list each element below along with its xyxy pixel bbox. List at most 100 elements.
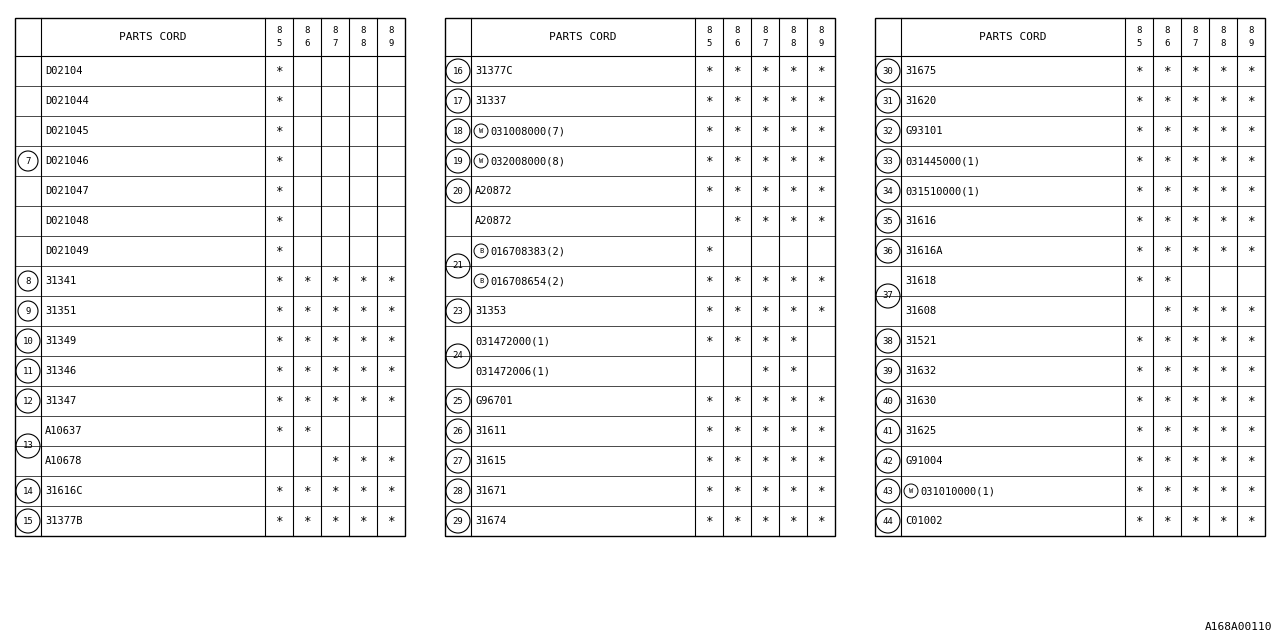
Text: 41: 41 (883, 426, 893, 435)
Text: *: * (790, 335, 796, 348)
Text: 31351: 31351 (45, 306, 77, 316)
Text: *: * (360, 394, 367, 408)
Text: B: B (479, 248, 483, 254)
Text: 32: 32 (883, 127, 893, 136)
Text: *: * (762, 154, 769, 168)
Text: *: * (705, 125, 713, 138)
Text: *: * (275, 65, 283, 77)
Text: *: * (705, 454, 713, 467)
Text: 36: 36 (883, 246, 893, 255)
Text: *: * (817, 484, 824, 497)
Text: *: * (360, 454, 367, 467)
Text: 31618: 31618 (905, 276, 936, 286)
Text: A20872: A20872 (475, 216, 512, 226)
Text: 8: 8 (818, 26, 824, 35)
Text: *: * (1247, 454, 1254, 467)
Text: *: * (275, 244, 283, 257)
Text: *: * (790, 125, 796, 138)
Text: *: * (762, 214, 769, 227)
Text: *: * (705, 394, 713, 408)
Text: 9: 9 (26, 307, 31, 316)
Text: 23: 23 (453, 307, 463, 316)
Text: D021049: D021049 (45, 246, 88, 256)
Text: *: * (733, 275, 741, 287)
Text: *: * (1220, 424, 1226, 438)
Text: *: * (1192, 365, 1199, 378)
Text: *: * (1135, 65, 1143, 77)
Text: 8: 8 (735, 26, 740, 35)
Text: *: * (303, 335, 311, 348)
Text: *: * (1220, 244, 1226, 257)
Text: *: * (733, 184, 741, 198)
Text: 8: 8 (276, 26, 282, 35)
Text: 016708383(2): 016708383(2) (490, 246, 564, 256)
Text: *: * (817, 275, 824, 287)
Text: 43: 43 (883, 486, 893, 495)
Text: 8: 8 (26, 276, 31, 285)
Text: *: * (790, 214, 796, 227)
Text: *: * (1135, 365, 1143, 378)
Text: *: * (1135, 515, 1143, 527)
Text: *: * (817, 184, 824, 198)
Text: *: * (1192, 125, 1199, 138)
Text: *: * (705, 484, 713, 497)
Text: *: * (733, 454, 741, 467)
Text: *: * (1220, 125, 1226, 138)
Text: 31625: 31625 (905, 426, 936, 436)
Text: *: * (1247, 424, 1254, 438)
Text: *: * (275, 154, 283, 168)
Text: 33: 33 (883, 157, 893, 166)
Text: G93101: G93101 (905, 126, 942, 136)
Text: *: * (1164, 154, 1171, 168)
Text: 8: 8 (1220, 39, 1226, 49)
Text: 29: 29 (453, 516, 463, 525)
Text: 7: 7 (763, 39, 768, 49)
Text: 25: 25 (453, 397, 463, 406)
Text: 12: 12 (23, 397, 33, 406)
Text: *: * (790, 365, 796, 378)
Text: *: * (762, 275, 769, 287)
Text: *: * (1164, 95, 1171, 108)
Text: *: * (762, 394, 769, 408)
Text: *: * (388, 365, 394, 378)
Text: *: * (1192, 454, 1199, 467)
Text: *: * (388, 335, 394, 348)
Text: 031472000(1): 031472000(1) (475, 336, 550, 346)
Text: C01002: C01002 (905, 516, 942, 526)
Text: *: * (1164, 184, 1171, 198)
Text: 37: 37 (883, 291, 893, 301)
Text: *: * (1192, 244, 1199, 257)
Text: *: * (733, 95, 741, 108)
Text: D021048: D021048 (45, 216, 88, 226)
Text: 31349: 31349 (45, 336, 77, 346)
Text: W: W (909, 488, 913, 494)
Text: *: * (388, 484, 394, 497)
Text: *: * (1247, 365, 1254, 378)
Text: *: * (303, 424, 311, 438)
Text: *: * (790, 394, 796, 408)
Text: *: * (1220, 184, 1226, 198)
Text: *: * (790, 305, 796, 317)
Text: *: * (705, 184, 713, 198)
Text: *: * (790, 484, 796, 497)
Text: B: B (479, 278, 483, 284)
Text: *: * (1192, 515, 1199, 527)
Text: 8: 8 (360, 26, 366, 35)
Text: *: * (1247, 484, 1254, 497)
Text: 17: 17 (453, 97, 463, 106)
Text: *: * (1135, 454, 1143, 467)
Text: *: * (1164, 454, 1171, 467)
Text: *: * (733, 515, 741, 527)
Text: 27: 27 (453, 456, 463, 465)
Text: *: * (275, 515, 283, 527)
Text: *: * (303, 394, 311, 408)
Text: *: * (705, 424, 713, 438)
Text: *: * (303, 484, 311, 497)
Text: 31632: 31632 (905, 366, 936, 376)
Text: 9: 9 (1248, 39, 1253, 49)
Text: *: * (1192, 95, 1199, 108)
Text: A10637: A10637 (45, 426, 82, 436)
Text: 31630: 31630 (905, 396, 936, 406)
Text: *: * (275, 424, 283, 438)
Text: *: * (388, 394, 394, 408)
